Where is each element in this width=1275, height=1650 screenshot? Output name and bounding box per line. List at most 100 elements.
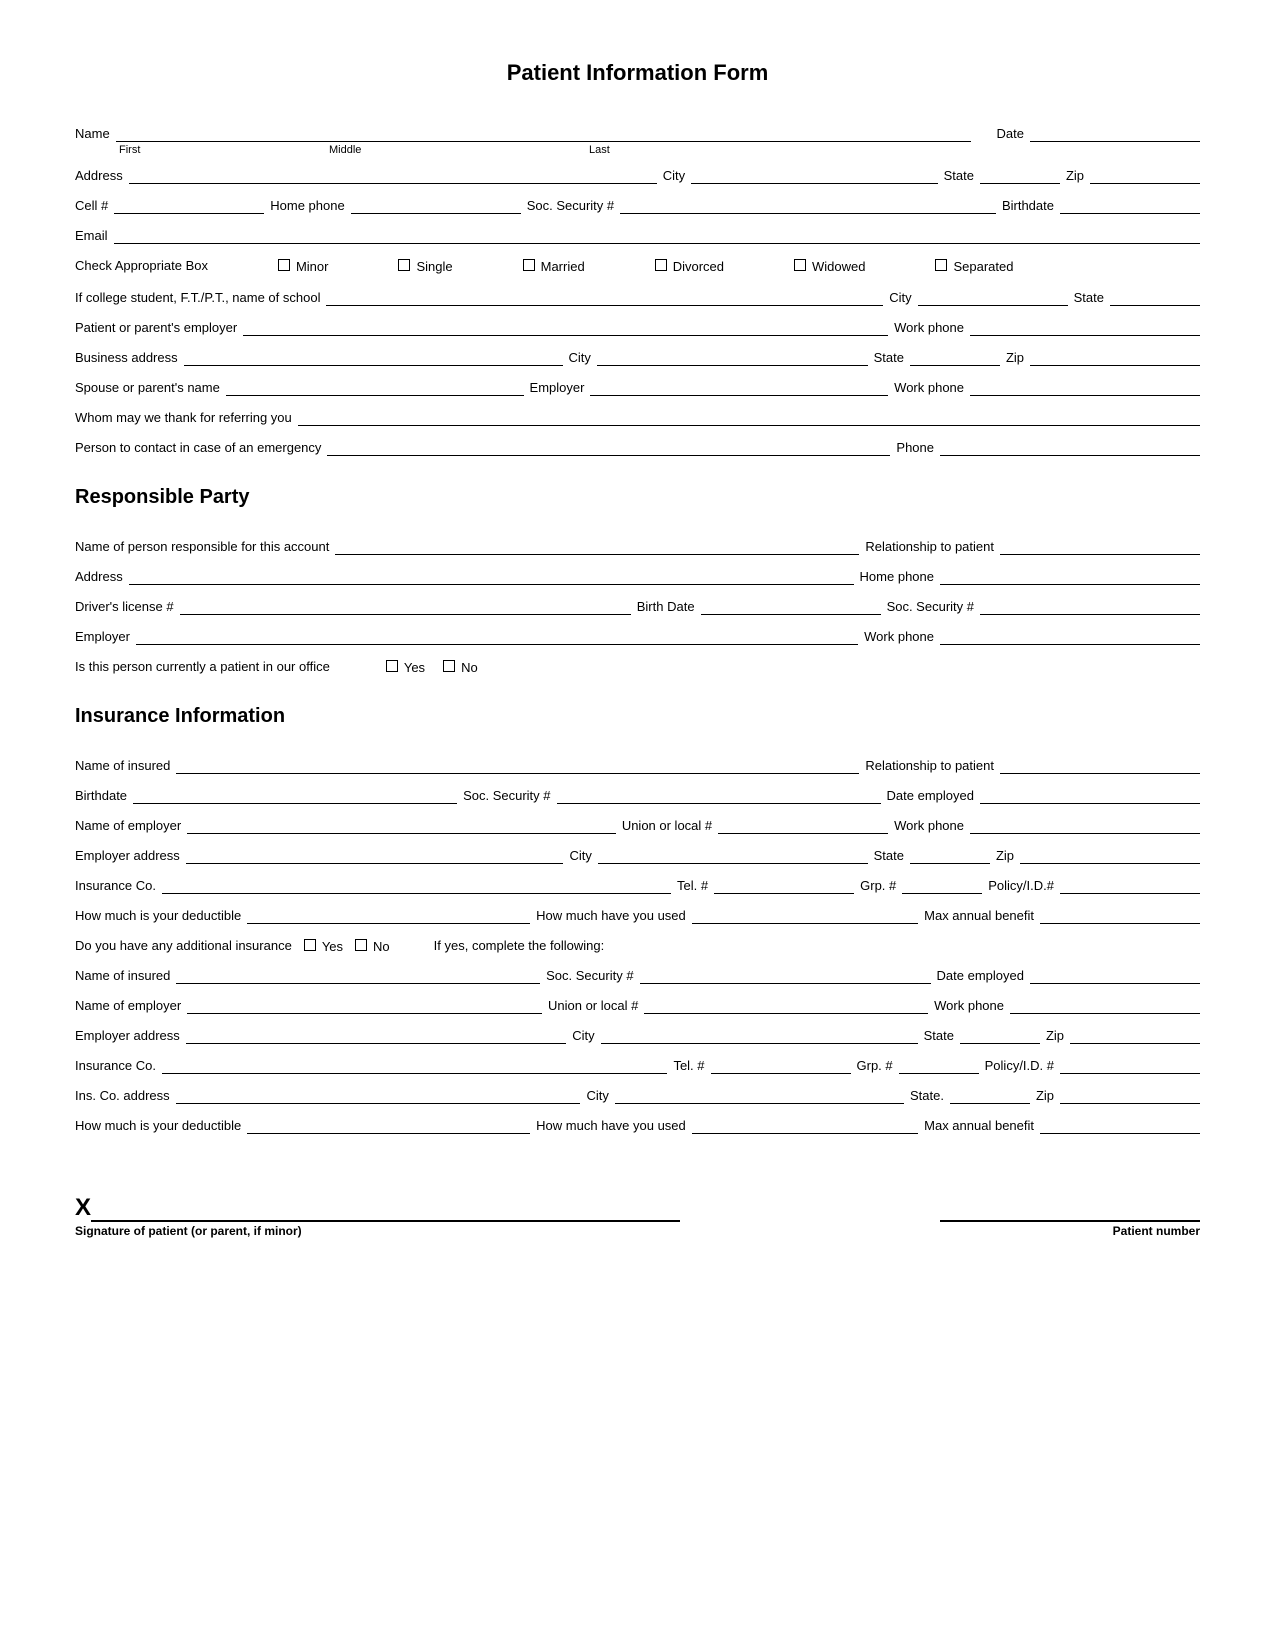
signature-line[interactable] <box>91 1198 680 1222</box>
checkbox-additional-yes[interactable]: Yes <box>304 939 343 954</box>
field-address[interactable] <box>129 168 657 184</box>
field-ins-employer[interactable] <box>187 818 616 834</box>
field-ins2-empaddr[interactable] <box>186 1028 566 1044</box>
field-ins-city[interactable] <box>598 848 868 864</box>
field-ins-empaddr[interactable] <box>186 848 564 864</box>
checkbox-separated[interactable]: Separated <box>935 259 1013 274</box>
field-cell[interactable] <box>114 198 264 214</box>
field-ins2-zip[interactable] <box>1070 1028 1200 1044</box>
field-ins-workphone[interactable] <box>970 818 1200 834</box>
label-city: City <box>663 168 685 184</box>
field-referral[interactable] <box>298 410 1200 426</box>
field-resp-workphone[interactable] <box>940 629 1200 645</box>
field-ins-policy[interactable] <box>1060 878 1200 894</box>
field-ins2-name[interactable] <box>176 968 540 984</box>
field-ins-zip[interactable] <box>1020 848 1200 864</box>
label-birthdate: Birthdate <box>1002 198 1054 214</box>
field-ins2-city[interactable] <box>601 1028 918 1044</box>
checkbox-married[interactable]: Married <box>523 259 585 274</box>
field-ins2-policy[interactable] <box>1060 1058 1200 1074</box>
label-ins-state: State <box>874 848 904 864</box>
field-ins2-state[interactable] <box>960 1028 1040 1044</box>
field-ins-rel[interactable] <box>1000 758 1200 774</box>
field-ins-dateemp[interactable] <box>980 788 1200 804</box>
field-name[interactable] <box>116 126 971 142</box>
checkbox-additional-no[interactable]: No <box>355 939 390 954</box>
sublabel-middle: Middle <box>329 144 589 156</box>
field-emergency[interactable] <box>327 440 890 456</box>
field-ins2-dateemp[interactable] <box>1030 968 1200 984</box>
field-biz-zip[interactable] <box>1030 350 1200 366</box>
field-email[interactable] <box>114 228 1200 244</box>
field-ins-tel[interactable] <box>714 878 854 894</box>
field-ins2-used[interactable] <box>692 1118 918 1134</box>
label-ins-used: How much have you used <box>536 908 686 924</box>
field-ins2-co[interactable] <box>162 1058 668 1074</box>
patient-number-line[interactable] <box>940 1198 1200 1222</box>
label-ins-empaddr: Employer address <box>75 848 180 864</box>
field-patient-employer[interactable] <box>243 320 888 336</box>
field-date[interactable] <box>1030 126 1200 142</box>
field-ssn[interactable] <box>620 198 996 214</box>
field-ins2-tel[interactable] <box>711 1058 851 1074</box>
field-insco[interactable] <box>162 878 671 894</box>
field-college-state[interactable] <box>1110 290 1200 306</box>
field-ins2-workphone[interactable] <box>1010 998 1200 1014</box>
checkbox-divorced[interactable]: Divorced <box>655 259 724 274</box>
checkbox-single[interactable]: Single <box>398 259 452 274</box>
field-ins2-ssn[interactable] <box>640 968 931 984</box>
field-emergency-phone[interactable] <box>940 440 1200 456</box>
checkbox-widowed[interactable]: Widowed <box>794 259 865 274</box>
field-drivers[interactable] <box>180 599 631 615</box>
field-ins2-max[interactable] <box>1040 1118 1200 1134</box>
label-checkbox: Check Appropriate Box <box>75 258 208 274</box>
field-spouse[interactable] <box>226 380 524 396</box>
sublabel-last: Last <box>589 144 610 156</box>
field-birthdate[interactable] <box>1060 198 1200 214</box>
checkbox-minor[interactable]: Minor <box>278 259 329 274</box>
field-ins2-union[interactable] <box>644 998 928 1014</box>
field-spouse-employer[interactable] <box>590 380 888 396</box>
field-zip[interactable] <box>1090 168 1200 184</box>
field-ins-grp[interactable] <box>902 878 982 894</box>
field-ins-deduct[interactable] <box>247 908 530 924</box>
label-business-addr: Business address <box>75 350 178 366</box>
field-workphone[interactable] <box>970 320 1200 336</box>
field-resp-ssn[interactable] <box>980 599 1200 615</box>
field-biz-state[interactable] <box>910 350 1000 366</box>
checkbox-resp-no[interactable]: No <box>443 660 478 675</box>
field-ins-used[interactable] <box>692 908 918 924</box>
field-ins2-grp[interactable] <box>899 1058 979 1074</box>
label-name: Name <box>75 126 110 142</box>
field-resp-address[interactable] <box>129 569 854 585</box>
field-ins2-deduct[interactable] <box>247 1118 530 1134</box>
field-ins-union[interactable] <box>718 818 888 834</box>
field-ins-max[interactable] <box>1040 908 1200 924</box>
field-ins-ssn[interactable] <box>557 788 881 804</box>
field-homephone[interactable] <box>351 198 521 214</box>
field-resp-employer[interactable] <box>136 629 858 645</box>
field-ins-name[interactable] <box>176 758 859 774</box>
field-inscoaddr-zip[interactable] <box>1060 1088 1200 1104</box>
field-city[interactable] <box>691 168 937 184</box>
field-business-addr[interactable] <box>184 350 563 366</box>
field-resp-birth[interactable] <box>701 599 881 615</box>
field-ins-state[interactable] <box>910 848 990 864</box>
field-inscoaddr-city[interactable] <box>615 1088 904 1104</box>
field-spouse-workphone[interactable] <box>970 380 1200 396</box>
field-resp-rel[interactable] <box>1000 539 1200 555</box>
checkbox-resp-yes[interactable]: Yes <box>386 660 425 675</box>
field-resp-homephone[interactable] <box>940 569 1200 585</box>
field-college-city[interactable] <box>918 290 1068 306</box>
field-ins-birth[interactable] <box>133 788 457 804</box>
field-biz-city[interactable] <box>597 350 868 366</box>
field-resp-name[interactable] <box>335 539 859 555</box>
field-college[interactable] <box>326 290 883 306</box>
field-inscoaddr-state[interactable] <box>950 1088 1030 1104</box>
label-ins2-used: How much have you used <box>536 1118 686 1134</box>
field-inscoaddr[interactable] <box>176 1088 581 1104</box>
label-drivers: Driver's license # <box>75 599 174 615</box>
field-state[interactable] <box>980 168 1060 184</box>
field-ins2-employer[interactable] <box>187 998 542 1014</box>
label-resp-name: Name of person responsible for this acco… <box>75 539 329 555</box>
